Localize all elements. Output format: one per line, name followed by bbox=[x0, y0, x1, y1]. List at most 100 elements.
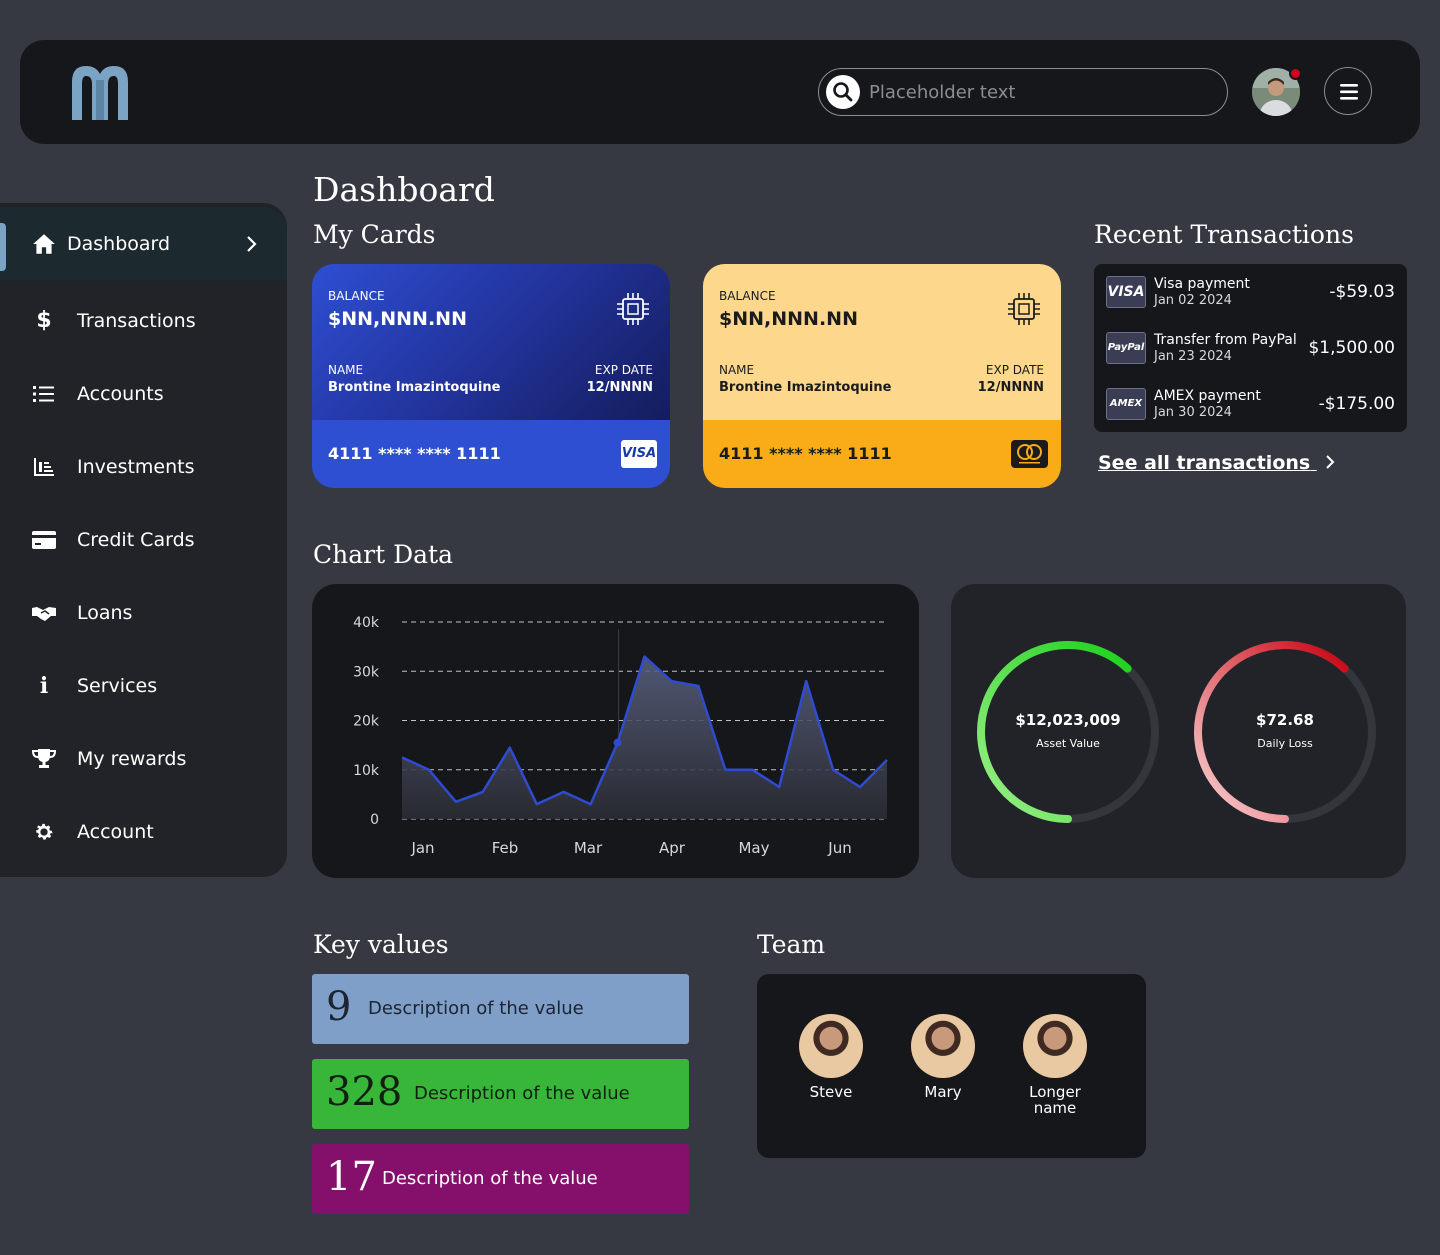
card-balance: $NN,NNN.NN bbox=[719, 308, 858, 330]
key-value-card: 328 Description of the value bbox=[312, 1059, 689, 1129]
sidebar-item-investments[interactable]: Investments bbox=[0, 430, 287, 503]
m-logo[interactable] bbox=[70, 62, 130, 122]
transaction-amount: -$59.03 bbox=[1329, 282, 1395, 302]
data-point bbox=[535, 802, 539, 806]
team-member-name: Longer name bbox=[1029, 1083, 1081, 1117]
x-tick-label: Mar bbox=[574, 839, 603, 857]
hamburger-icon bbox=[1340, 84, 1358, 100]
gauges-chart: $12,023,009 Asset Value $72.68 Daily Loss bbox=[977, 641, 1376, 823]
key-value-card: 17 Description of the value bbox=[312, 1144, 689, 1214]
card-bottom: 4111 **** **** 1111 VISA bbox=[312, 420, 670, 488]
sidebar-item-accounts[interactable]: Accounts bbox=[0, 357, 287, 430]
search-input[interactable] bbox=[869, 77, 1209, 107]
handshake-icon bbox=[30, 599, 58, 627]
x-tick-label: May bbox=[738, 839, 769, 857]
y-tick-label: 30k bbox=[353, 664, 380, 680]
chip-icon bbox=[617, 293, 649, 325]
sidebar-item-my-rewards[interactable]: My rewards bbox=[0, 722, 287, 795]
gauge-label: Daily Loss bbox=[1257, 737, 1313, 750]
chip-icon bbox=[1008, 293, 1040, 325]
amex-logo: AMEX bbox=[1106, 388, 1146, 420]
sidebar-item-label: Credit Cards bbox=[77, 528, 195, 551]
sidebar-item-credit-cards[interactable]: Credit Cards bbox=[0, 503, 287, 576]
key-value-description: Description of the value bbox=[414, 1083, 630, 1104]
search-bar[interactable] bbox=[818, 68, 1228, 116]
bar-chart-icon bbox=[30, 453, 58, 481]
gauges-panel: $12,023,009 Asset Value $72.68 Daily Loss bbox=[951, 584, 1406, 878]
sidebar-item-dashboard[interactable]: Dashboard bbox=[0, 207, 287, 280]
avatar bbox=[911, 1014, 975, 1078]
x-tick-label: Jun bbox=[827, 839, 851, 857]
exp-label: EXP DATE bbox=[594, 363, 653, 377]
active-indicator bbox=[0, 223, 6, 271]
area-chart: 40k 30k 20k 10k 0 Jan Feb Mar Apr May Jun bbox=[353, 615, 888, 857]
sidebar-item-label: My rewards bbox=[77, 747, 187, 770]
search-icon[interactable] bbox=[826, 75, 860, 109]
transaction-date: Jan 23 2024 bbox=[1154, 349, 1232, 364]
sidebar-item-loans[interactable]: Loans bbox=[0, 576, 287, 649]
recent-transactions-title: Recent Transactions bbox=[1094, 220, 1354, 249]
top-header bbox=[20, 40, 1420, 144]
see-all-label: See all transactions bbox=[1098, 452, 1311, 474]
recent-transactions-list: VISA Visa payment Jan 02 2024 -$59.03 Pa… bbox=[1094, 264, 1407, 432]
transaction-row[interactable]: AMEX AMEX payment Jan 30 2024 -$175.00 bbox=[1094, 376, 1407, 432]
x-tick-label: Jan bbox=[410, 839, 434, 857]
card-balance: $NN,NNN.NN bbox=[328, 308, 467, 330]
mastercard-logo bbox=[1011, 440, 1048, 468]
notification-dot bbox=[1289, 67, 1302, 80]
card-holder-name: Brontine Imazintoquine bbox=[719, 380, 892, 395]
gauge-arc bbox=[1194, 641, 1349, 823]
sidebar-item-label: Services bbox=[77, 674, 158, 697]
transaction-date: Jan 02 2024 bbox=[1154, 293, 1232, 308]
transaction-name: Visa payment bbox=[1154, 276, 1250, 292]
transaction-row[interactable]: VISA Visa payment Jan 02 2024 -$59.03 bbox=[1094, 264, 1407, 320]
credit-card-mastercard[interactable]: BALANCE $NN,NNN.NN NAME Brontine Imazint… bbox=[703, 264, 1061, 488]
sidebar-item-label: Dashboard bbox=[67, 232, 171, 255]
data-point bbox=[427, 768, 431, 772]
sidebar-item-account[interactable]: Account bbox=[0, 795, 287, 868]
data-point bbox=[750, 768, 754, 772]
see-all-transactions-link[interactable]: See all transactions bbox=[1098, 452, 1337, 474]
transaction-row[interactable]: PayPal Transfer from PayPal Jan 23 2024 … bbox=[1094, 320, 1407, 376]
data-point bbox=[777, 785, 781, 789]
data-point bbox=[804, 679, 808, 683]
sidebar-item-services[interactable]: i Services bbox=[0, 649, 287, 722]
data-point bbox=[831, 768, 835, 772]
card-top: BALANCE $NN,NNN.NN NAME Brontine Imazint… bbox=[312, 264, 670, 420]
avatar bbox=[1023, 1014, 1087, 1078]
card-exp-date: 12/NNNN bbox=[586, 380, 653, 395]
user-avatar[interactable] bbox=[1252, 67, 1302, 116]
sidebar-item-label: Accounts bbox=[77, 382, 164, 405]
team-member[interactable]: Mary bbox=[903, 1014, 983, 1100]
card-exp-date: 12/NNNN bbox=[977, 380, 1044, 395]
data-point bbox=[643, 654, 647, 658]
sidebar-item-transactions[interactable]: $ Transactions bbox=[0, 284, 287, 357]
credit-card-visa[interactable]: BALANCE $NN,NNN.NN NAME Brontine Imazint… bbox=[312, 264, 670, 488]
transaction-date: Jan 30 2024 bbox=[1154, 405, 1232, 420]
chart-data-title: Chart Data bbox=[313, 540, 453, 569]
team-member-name: Steve bbox=[809, 1083, 853, 1101]
y-tick-label: 40k bbox=[353, 615, 380, 631]
team-member[interactable]: Steve bbox=[791, 1014, 871, 1100]
info-icon: i bbox=[39, 672, 49, 699]
data-point bbox=[669, 679, 673, 683]
team-member-name: Mary bbox=[924, 1083, 962, 1101]
x-tick-label: Feb bbox=[492, 839, 519, 857]
data-point bbox=[858, 785, 862, 789]
data-point bbox=[562, 790, 566, 794]
trophy-icon bbox=[30, 745, 58, 773]
balance-label: BALANCE bbox=[328, 289, 385, 303]
team-member[interactable]: Longer name bbox=[1015, 1014, 1095, 1116]
card-holder-name: Brontine Imazintoquine bbox=[328, 380, 501, 395]
team-panel: Steve Mary Longer name bbox=[757, 974, 1146, 1158]
card-number: 4111 **** **** 1111 bbox=[719, 444, 892, 463]
credit-card-icon bbox=[30, 526, 58, 554]
card-top: BALANCE $NN,NNN.NN NAME Brontine Imazint… bbox=[703, 264, 1061, 420]
hamburger-menu-button[interactable] bbox=[1324, 67, 1372, 115]
data-point bbox=[400, 755, 404, 759]
sidebar-item-label: Investments bbox=[77, 455, 195, 478]
exp-label: EXP DATE bbox=[985, 363, 1044, 377]
home-icon bbox=[30, 230, 58, 258]
page-title: Dashboard bbox=[313, 170, 495, 209]
visa-logo: VISA bbox=[621, 440, 657, 468]
